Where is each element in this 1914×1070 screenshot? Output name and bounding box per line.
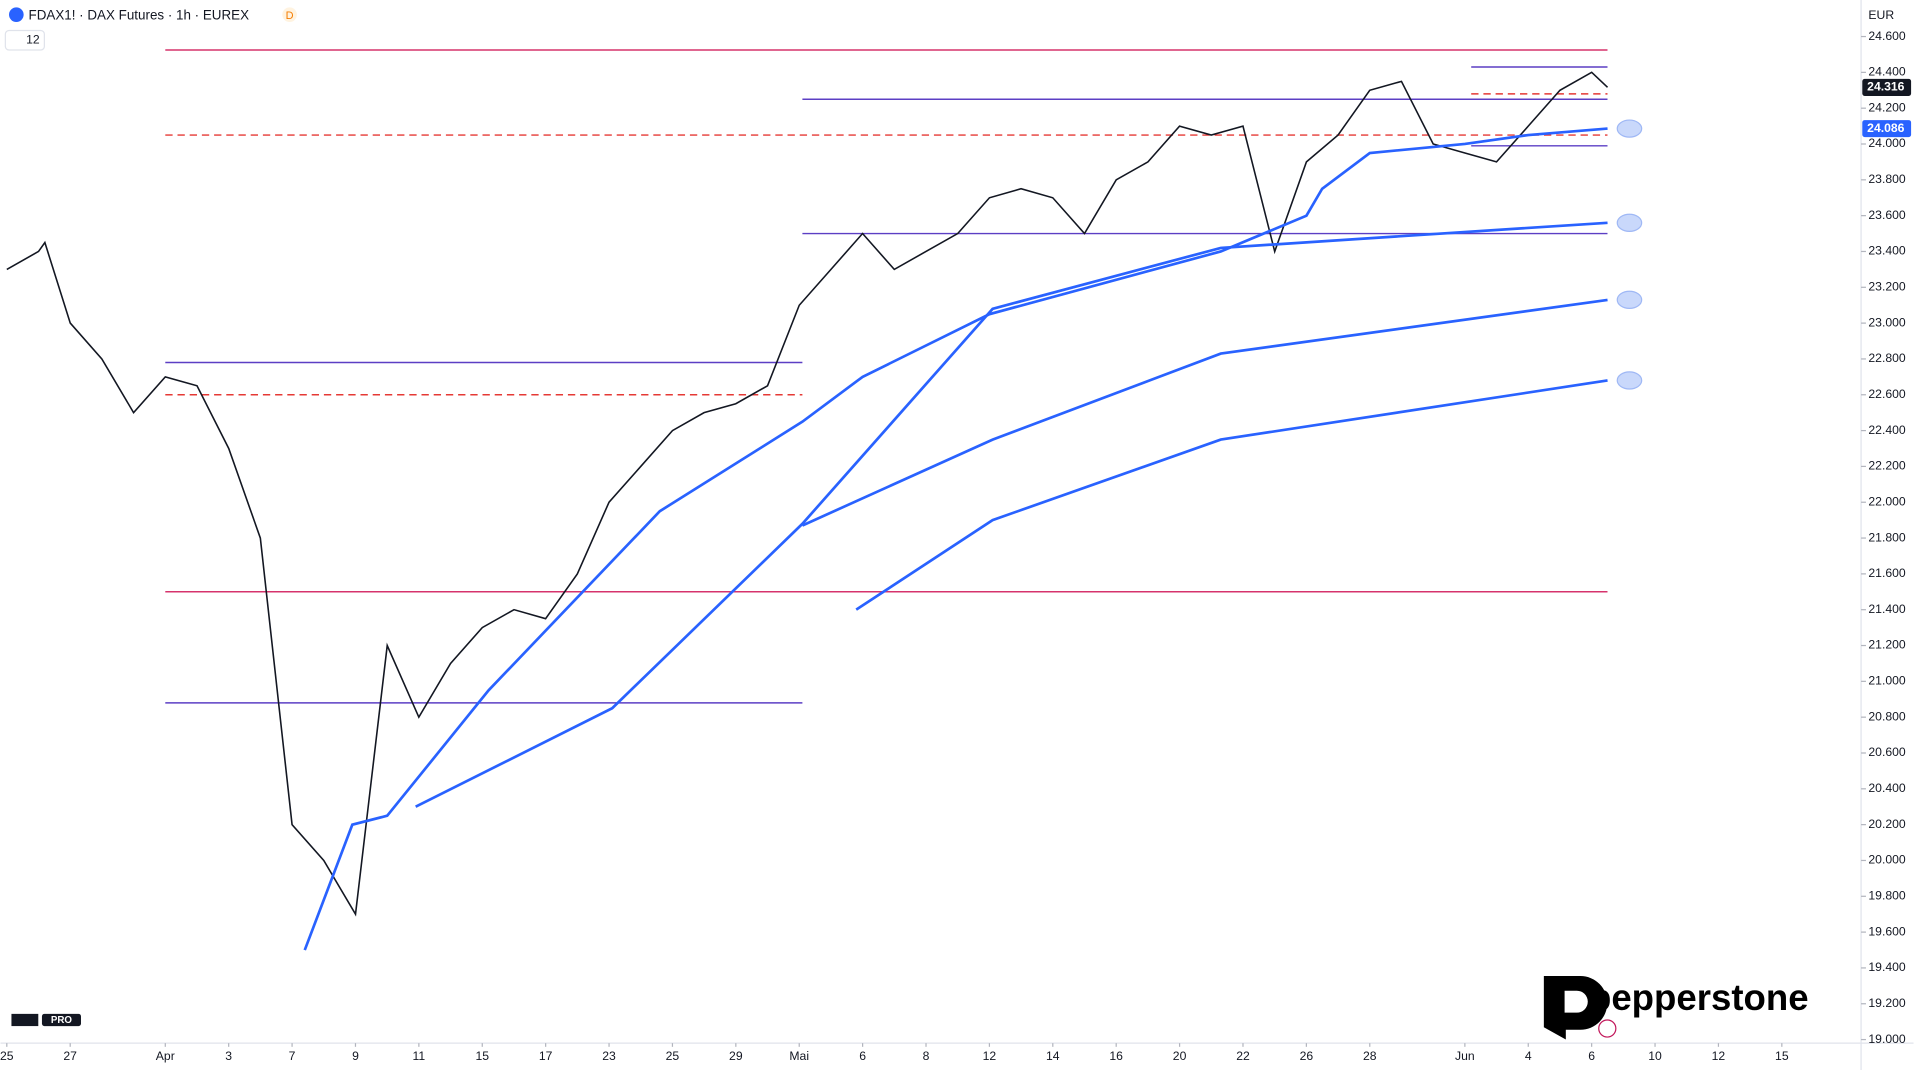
y-tick-label: 22.400 <box>1868 423 1905 437</box>
x-tick-label: Apr <box>156 1049 175 1063</box>
y-tick-label: 21.600 <box>1868 566 1905 580</box>
brand: pepperstone <box>1589 977 1809 1018</box>
y-tick-label: 24.400 <box>1868 65 1905 79</box>
x-tick-label: 10 <box>1648 1049 1662 1063</box>
y-tick-label: 19.600 <box>1868 924 1905 938</box>
x-tick-label: 7 <box>289 1049 296 1063</box>
y-tick-label: 23.800 <box>1868 172 1905 186</box>
x-tick-label: 20 <box>1173 1049 1187 1063</box>
tv-pro: PRO <box>51 1015 73 1026</box>
series-handle <box>1616 290 1643 309</box>
x-tick-label: 11 <box>413 1049 426 1063</box>
x-tick-label: 3 <box>225 1049 232 1063</box>
x-tick-label: 25 <box>666 1049 680 1063</box>
series-handle <box>1616 371 1643 390</box>
x-tick-label: 12 <box>1712 1049 1726 1063</box>
series-line <box>801 298 1608 527</box>
price-label-box <box>1862 78 1912 96</box>
y-tick-label: 24.200 <box>1868 100 1905 114</box>
x-tick-label: 6 <box>1588 1049 1595 1063</box>
x-tick-label: 12 <box>983 1049 997 1063</box>
symbol-title[interactable]: FDAX1! · DAX Futures · 1h · EUREX <box>29 7 250 22</box>
x-tick-label: 15 <box>1775 1049 1789 1063</box>
y-tick-label: 20.600 <box>1868 745 1905 759</box>
y-tick-label: 21.000 <box>1868 674 1905 688</box>
y-tick-label: 24.000 <box>1868 136 1905 150</box>
y-tick-label: 21.400 <box>1868 602 1905 616</box>
counter: 12 <box>26 32 40 46</box>
y-tick-label: 21.200 <box>1868 638 1905 652</box>
y-tick-label: 21.800 <box>1868 530 1905 544</box>
y-tick-label: 22.800 <box>1868 351 1905 365</box>
series-line <box>855 379 1608 611</box>
y-tick-label: 23.000 <box>1868 315 1905 329</box>
x-tick-label: Mai <box>789 1049 809 1063</box>
y-tick-label: 22.200 <box>1868 459 1905 473</box>
series-line <box>415 221 1608 808</box>
y-tick-label: 23.400 <box>1868 244 1905 258</box>
x-tick-label: 4 <box>1525 1049 1532 1063</box>
currency[interactable]: EUR <box>1868 8 1894 22</box>
x-tick-label: 27 <box>63 1049 77 1063</box>
x-tick-label: 23 <box>602 1049 616 1063</box>
x-tick-label: 28 <box>1363 1049 1377 1063</box>
badge: D <box>286 10 294 22</box>
x-tick-label: 25 <box>0 1049 14 1063</box>
series-handle <box>1616 213 1643 232</box>
x-tick-label: 16 <box>1109 1049 1123 1063</box>
y-tick-label: 24.600 <box>1868 29 1905 43</box>
price-label: 24.316 <box>1867 80 1904 94</box>
y-tick-label: 20.800 <box>1868 709 1905 723</box>
y-tick-label: 23.200 <box>1868 280 1905 294</box>
y-tick-label: 20.200 <box>1868 817 1905 831</box>
x-tick-label: 29 <box>729 1049 743 1063</box>
y-tick-label: 19.200 <box>1868 996 1905 1010</box>
y-tick-label: 19.000 <box>1868 1032 1905 1046</box>
series-handle <box>1616 119 1643 138</box>
y-tick-label: 23.600 <box>1868 208 1905 222</box>
y-tick-label: 20.000 <box>1868 853 1905 867</box>
price-label-box <box>1862 120 1912 138</box>
y-tick-label: 19.400 <box>1868 960 1905 974</box>
x-tick-label: 17 <box>539 1049 553 1063</box>
y-tick-label: 20.400 <box>1868 781 1905 795</box>
x-tick-label: 14 <box>1046 1049 1060 1063</box>
badge-bg <box>282 7 297 22</box>
x-tick-label: 22 <box>1236 1049 1250 1063</box>
x-tick-label: 8 <box>923 1049 930 1063</box>
tv-logo: PRO <box>11 1013 81 1026</box>
x-tick-label: 26 <box>1300 1049 1314 1063</box>
y-tick-label: 19.800 <box>1868 889 1905 903</box>
price-label: 24.086 <box>1867 121 1904 135</box>
y-tick-label: 22.000 <box>1868 494 1905 508</box>
x-tick-label: 9 <box>352 1049 359 1063</box>
counter-box[interactable] <box>4 29 45 51</box>
x-tick-label: Jun <box>1455 1049 1475 1063</box>
x-tick-label: 6 <box>859 1049 866 1063</box>
brand-logo: pepperstone <box>1543 976 1809 1040</box>
series-line <box>6 71 1609 917</box>
symbol-icon <box>9 7 24 22</box>
y-tick-label: 22.600 <box>1868 387 1905 401</box>
x-tick-label: 15 <box>475 1049 489 1063</box>
